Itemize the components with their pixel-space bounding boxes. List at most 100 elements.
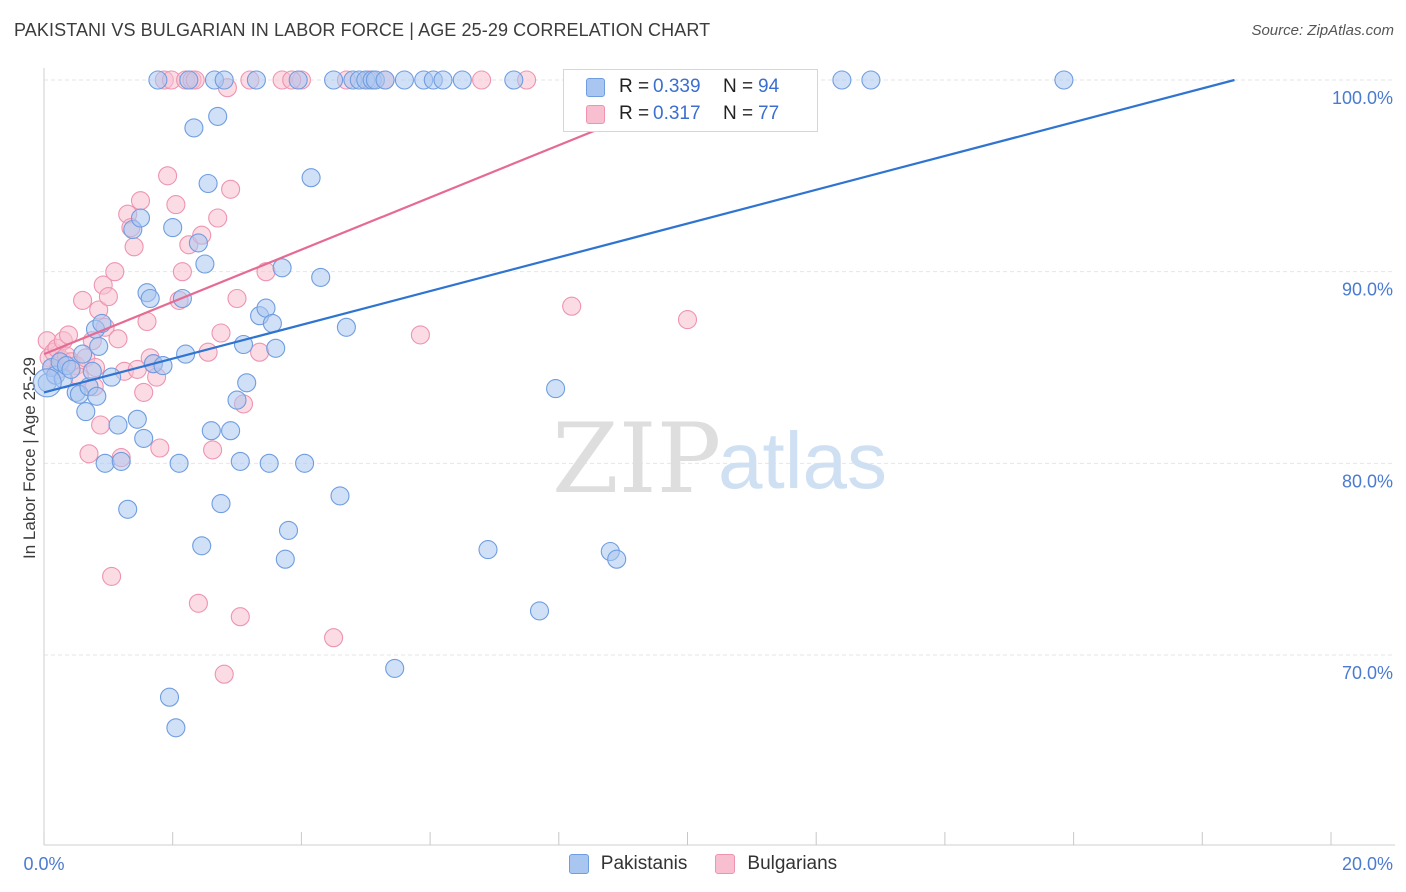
legend-item-bulgarians[interactable]: Bulgarians [715, 853, 837, 875]
pakistanis-point [169, 453, 189, 473]
bulgarians-point [102, 566, 122, 586]
pakistanis-point [452, 70, 472, 90]
legend-r-value: 0.317 [653, 103, 701, 124]
bulgarians-point [250, 342, 270, 362]
pakistanis-point [192, 536, 212, 556]
pakistanis-point [311, 267, 331, 287]
legend-r-value: 0.339 [653, 76, 701, 97]
pakistanis-point [111, 451, 131, 471]
bulgarians-point [91, 415, 111, 435]
pakistanis-point [478, 540, 498, 560]
bulgarians-point [166, 195, 186, 215]
pakistanis-point [148, 70, 168, 90]
pakistanis-point [211, 494, 231, 514]
pakistanis-point [179, 70, 199, 90]
bulgarians-point [124, 237, 144, 257]
bulgarians-point [130, 191, 151, 211]
grid-lines [44, 79, 1395, 656]
pakistanis-point [87, 386, 107, 406]
pakistanis-point [184, 118, 204, 138]
bulgarians-point [211, 323, 231, 343]
bulgarians-point [108, 329, 128, 349]
pakistanis-point [272, 258, 292, 278]
x-tick-label: 0.0% [23, 854, 64, 874]
pakistanis-point [73, 344, 93, 364]
pakistanis-point [198, 173, 218, 194]
legend-label-bulgarians: Bulgarians [747, 853, 838, 874]
bulgarians-point [221, 179, 241, 199]
x-tick-label: 20.0% [1342, 854, 1393, 874]
chart-source: Source: ZipAtlas.com [1251, 22, 1394, 39]
pakistanis-point [394, 70, 414, 90]
pakistanis-point [140, 288, 160, 309]
pakistanis-point [214, 70, 234, 90]
bulgarians-point [324, 628, 344, 648]
stats-legend: R = 0.339 N = 94 R = 0.317 N = 77 [563, 69, 818, 132]
pakistanis-point [375, 70, 395, 90]
pakistanis-point [266, 338, 286, 358]
bulgarians-point [73, 290, 93, 310]
pakistanis-point [230, 451, 250, 471]
legend-r-label: R = [619, 103, 650, 124]
pakistanis-point [324, 70, 344, 90]
chart-title: PAKISTANI VS BULGARIAN IN LABOR FORCE | … [14, 20, 711, 40]
bulgarians-point [677, 310, 698, 330]
watermark: ZIP atlas [552, 403, 887, 515]
series-legend: Pakistanis Bulgarians [0, 851, 1406, 877]
bulgarians-point [172, 262, 192, 282]
bulgarians-point [134, 382, 154, 402]
bulgarians-point [214, 664, 234, 684]
bulgarians-point [98, 287, 118, 307]
pakistanis-point [288, 70, 308, 90]
pakistanis-point [76, 402, 96, 422]
bulgarians-point [472, 70, 492, 90]
bulgarians-point [562, 296, 582, 316]
bulgarians-point [198, 342, 218, 362]
y-tick-label: 100.0% [1332, 88, 1393, 108]
pakistanis-point [61, 359, 81, 379]
pakistanis-point [208, 106, 228, 126]
legend-row-pakistanis: R = 0.339 N = 94 [586, 75, 779, 99]
legend-swatch-blue [568, 854, 589, 874]
bulgarians-point [227, 288, 247, 309]
legend-n-value: 94 [758, 76, 780, 97]
axes [43, 68, 1395, 846]
pakistanis-point [336, 317, 356, 337]
pakistanis-point [295, 453, 315, 473]
pakistanis-point [130, 208, 151, 228]
pakistanis-point [188, 233, 208, 253]
bulgarians-point [150, 438, 170, 458]
pakistanis-point [607, 549, 627, 569]
legend-label-pakistanis: Pakistanis [600, 853, 688, 874]
legend-n-label: N = [723, 76, 754, 97]
bulgarians-point [203, 440, 223, 460]
y-tick-label: 90.0% [1342, 280, 1393, 300]
pakistanis-point [278, 520, 299, 540]
bulgarians-points [37, 70, 698, 684]
legend-swatch-pink [715, 854, 736, 874]
legend-row-bulgarians: R = 0.317 N = 77 [586, 102, 779, 126]
pakistanis-point [237, 373, 257, 393]
pakistanis-point [221, 421, 241, 441]
pakistanis-point [246, 70, 266, 90]
pakistanis-point [433, 70, 453, 90]
legend-swatch-pink [586, 104, 605, 124]
pakistanis-point [118, 499, 138, 519]
legend-n-value: 77 [758, 103, 780, 124]
legend-item-pakistanis[interactable]: Pakistanis [568, 853, 688, 875]
tick-labels: 70.0% 80.0% 90.0% 100.0% 0.0% 20.0% [23, 88, 1393, 874]
bulgarians-point [208, 208, 228, 228]
pakistanis-point [108, 415, 128, 435]
legend-n-label: N = [723, 103, 754, 124]
pakistanis-point [504, 70, 524, 90]
bulgarians-point [188, 593, 208, 613]
bulgarians-point [230, 607, 250, 627]
pakistanis-point [529, 601, 550, 621]
pakistanis-point [159, 687, 180, 707]
watermark-atlas: atlas [718, 416, 887, 505]
pakistanis-point [166, 718, 186, 738]
pakistanis-point [259, 453, 279, 473]
bulgarians-point [105, 262, 125, 282]
y-tick-label: 70.0% [1342, 663, 1393, 683]
pakistanis-point [89, 336, 109, 356]
